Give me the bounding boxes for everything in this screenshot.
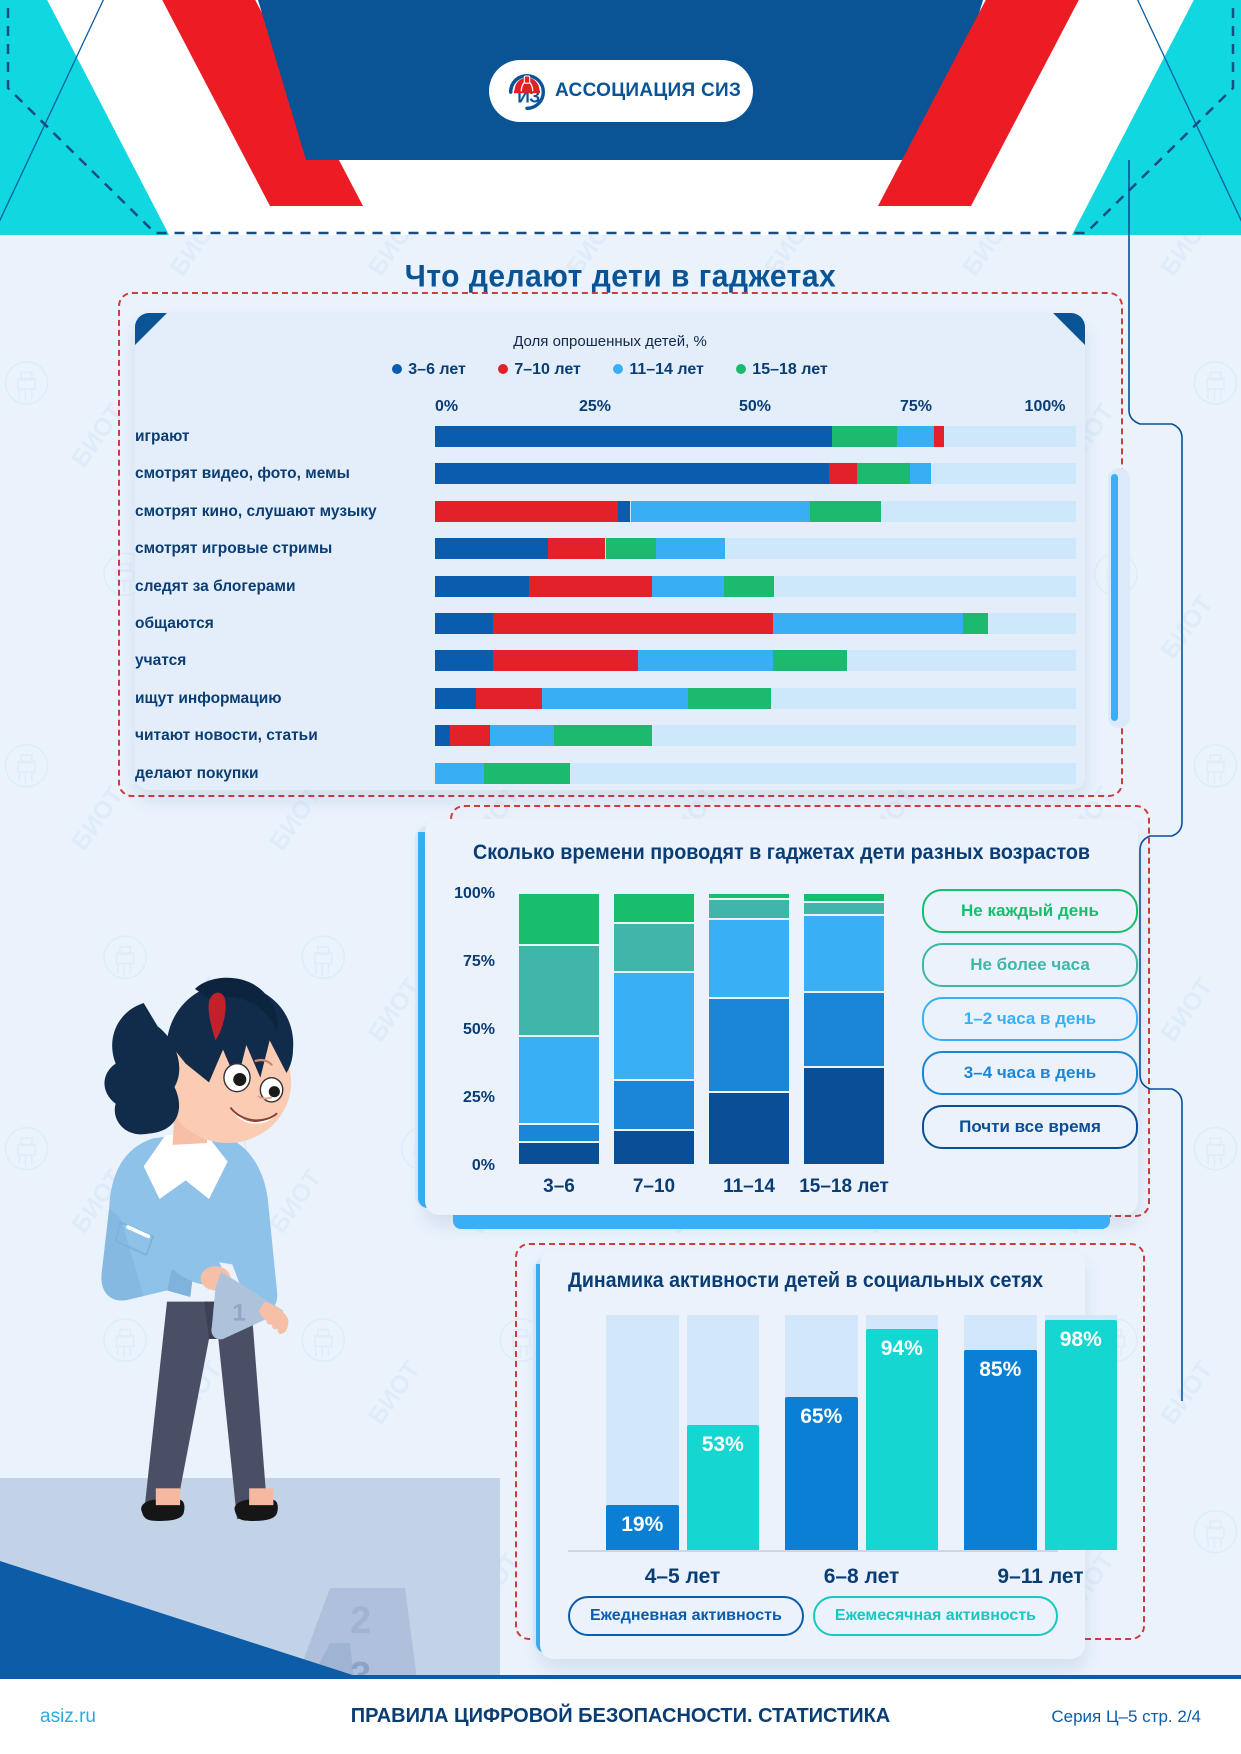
svg-text:1: 1: [232, 1299, 246, 1326]
